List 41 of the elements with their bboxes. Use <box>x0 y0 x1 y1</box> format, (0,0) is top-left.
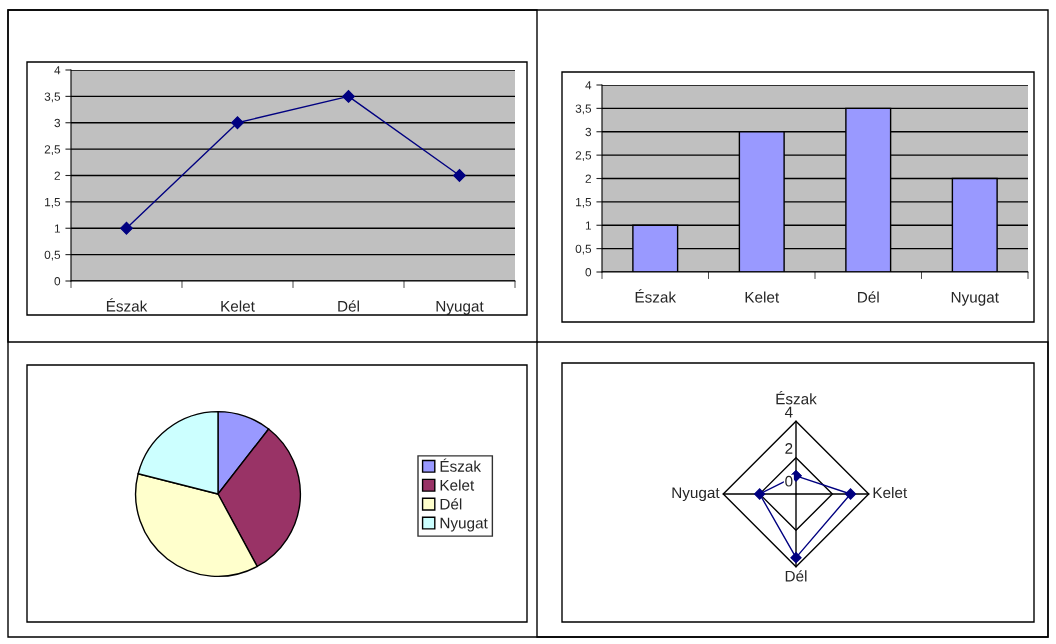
x-tick-label: Kelet <box>221 300 255 312</box>
spoke-label: Dél <box>785 570 807 582</box>
legend-label: Nyugat <box>440 517 488 532</box>
y-tick-label: 2 <box>585 174 591 183</box>
legend-label: Dél <box>440 498 462 510</box>
y-tick-label: 2,5 <box>575 151 592 161</box>
y-tick-label: 0 <box>585 268 592 277</box>
y-tick-label: 2 <box>785 443 793 454</box>
x-tick-label: Dél <box>338 300 359 312</box>
point <box>453 169 466 182</box>
spoke-label: Nyugat <box>672 487 720 502</box>
x-tick-label: Kelet <box>745 291 780 303</box>
x-tick-label: Észak <box>635 289 677 303</box>
y-tick-label: 3,5 <box>575 104 592 115</box>
y-tick-label: 4 <box>784 406 793 418</box>
y-tick-label: 4 <box>585 81 592 90</box>
y-tick-label: 3 <box>585 127 592 137</box>
spoke-label: Kelet <box>873 486 908 499</box>
y-tick-label: 1,5 <box>45 198 61 208</box>
y-tick-label: 0,5 <box>575 244 592 255</box>
y-tick-label: 0 <box>785 475 793 487</box>
x-tick-label: Észak <box>106 298 148 312</box>
point <box>342 89 355 103</box>
legend-label: Észak <box>440 458 482 472</box>
y-tick-label: 1 <box>585 221 592 230</box>
legend-label: Kelet <box>440 479 475 491</box>
y-tick-label: 1 <box>54 224 61 233</box>
y-tick-label: 2 <box>54 171 60 180</box>
y-tick-label: 3 <box>54 118 61 128</box>
y-tick-label: 2,5 <box>44 145 61 155</box>
y-tick-label: 3,5 <box>44 92 61 103</box>
x-tick-label: Nyugat <box>436 301 484 315</box>
y-tick-label: 0,5 <box>44 250 61 261</box>
y-tick-label: 1,5 <box>576 198 592 208</box>
y-tick-label: 4 <box>54 66 61 75</box>
point <box>120 221 133 235</box>
y-tick-label: 0 <box>54 277 61 286</box>
x-tick-label: Nyugat <box>951 292 999 306</box>
x-tick-label: Dél <box>858 291 879 303</box>
spoke-label: Észak <box>776 391 817 405</box>
point <box>231 116 244 130</box>
